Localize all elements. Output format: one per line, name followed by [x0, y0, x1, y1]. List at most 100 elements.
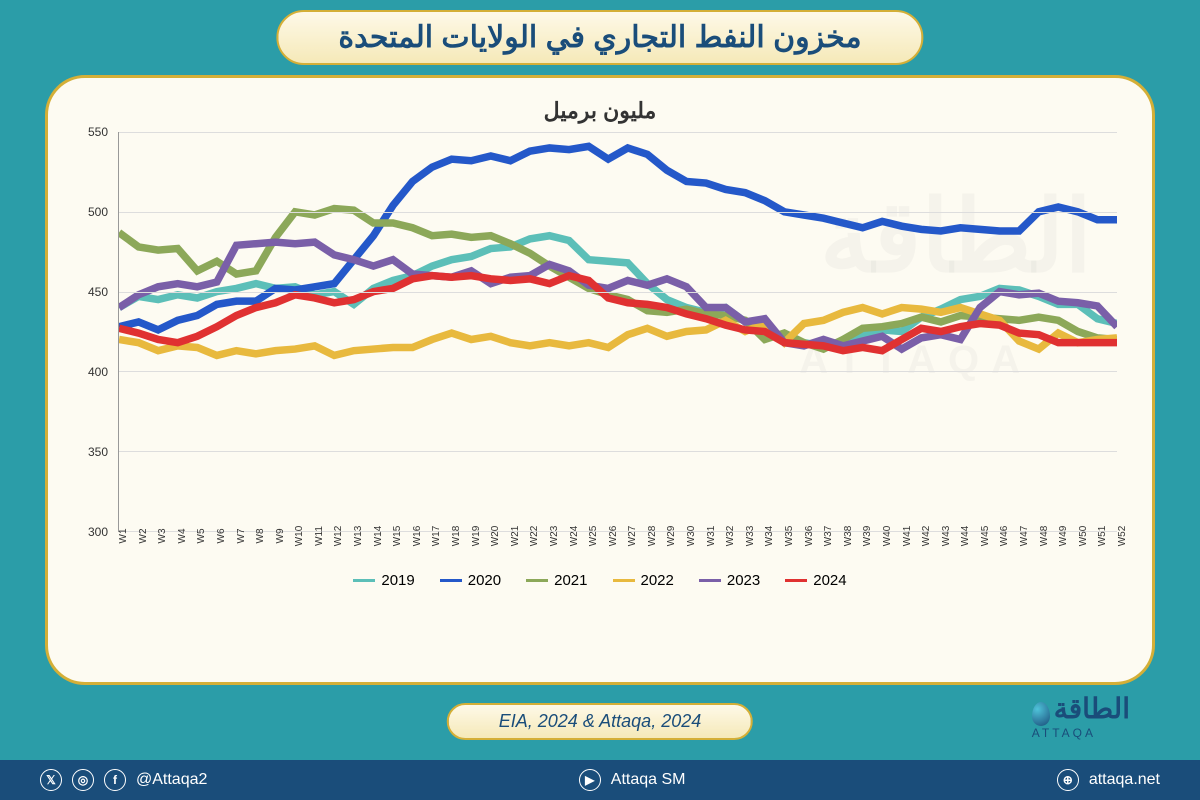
chart-panel: مليون برميل الطاقة ATTAQA 30035040045050… [45, 75, 1155, 685]
x-tick-label: W7 [236, 529, 247, 544]
legend-label: 2024 [813, 572, 846, 589]
x-tick-label: W32 [725, 526, 736, 547]
y-tick-label: 400 [88, 365, 108, 379]
x-tick-label: W42 [921, 526, 932, 547]
chart-subtitle: مليون برميل [78, 98, 1122, 124]
legend-swatch [613, 579, 635, 582]
x-tick-label: W29 [666, 526, 677, 547]
x-tick-label: W16 [412, 526, 423, 547]
x-tick-label: W4 [177, 529, 188, 544]
x-tick-label: W31 [706, 526, 717, 547]
legend-swatch [699, 579, 721, 582]
globe-icon: ⊕ [1057, 769, 1079, 791]
x-tick-label: W25 [588, 526, 599, 547]
gridline [119, 212, 1117, 213]
x-tick-label: W41 [902, 526, 913, 547]
footer-center: ▶ Attaqa SM [579, 769, 686, 791]
x-tick-label: W19 [471, 526, 482, 547]
x-tick-label: W49 [1058, 526, 1069, 547]
youtube-handle: Attaqa SM [611, 771, 686, 789]
facebook-icon: f [104, 769, 126, 791]
x-tick-label: W20 [490, 526, 501, 547]
x-tick-label: W17 [431, 526, 442, 547]
legend-swatch [440, 579, 462, 582]
x-tick-label: W44 [960, 526, 971, 547]
y-tick-label: 450 [88, 285, 108, 299]
x-tick-label: W37 [823, 526, 834, 547]
x-tick-label: W26 [608, 526, 619, 547]
x-tick-label: W14 [373, 526, 384, 547]
x-tick-label: W43 [941, 526, 952, 547]
x-tick-label: W12 [333, 526, 344, 547]
logo-english: ATTAQA [1032, 726, 1130, 740]
footer-bar: 𝕏 ◎ f @Attaqa2 ▶ Attaqa SM ⊕ attaqa.net [0, 760, 1200, 800]
x-tick-label: W52 [1117, 526, 1128, 547]
legend-swatch [353, 579, 375, 582]
x-tick-label: W5 [196, 529, 207, 544]
legend-label: 2019 [381, 572, 414, 589]
x-axis: W1W2W3W4W5W6W7W8W9W10W11W12W13W14W15W16W… [118, 532, 1117, 562]
chart-title: مخزون النفط التجاري في الولايات المتحدة [276, 10, 923, 65]
x-tick-label: W36 [804, 526, 815, 547]
gridline [119, 292, 1117, 293]
x-tick-label: W18 [451, 526, 462, 547]
plot-region [118, 132, 1117, 532]
x-tick-label: W1 [118, 529, 129, 544]
legend: 2019 2020 2021 2022 2023 2024 [78, 572, 1122, 589]
x-tick-label: W45 [980, 526, 991, 547]
x-tick-label: W11 [314, 526, 325, 546]
x-tick-label: W40 [882, 526, 893, 547]
gridline [119, 371, 1117, 372]
footer-left: 𝕏 ◎ f @Attaqa2 [40, 769, 207, 791]
x-tick-label: W24 [569, 526, 580, 547]
y-tick-label: 550 [88, 125, 108, 139]
legend-label: 2021 [554, 572, 587, 589]
x-tick-label: W39 [862, 526, 873, 547]
x-tick-label: W21 [510, 526, 521, 547]
x-tick-label: W15 [392, 526, 403, 547]
legend-item-2022: 2022 [613, 572, 674, 589]
y-tick-label: 350 [88, 445, 108, 459]
legend-item-2021: 2021 [526, 572, 587, 589]
x-tick-label: W22 [529, 526, 540, 547]
website-url: attaqa.net [1089, 771, 1160, 789]
chart-area: 300350400450500550 W1W2W3W4W5W6W7W8W9W10… [78, 132, 1122, 562]
x-tick-label: W13 [353, 526, 364, 547]
chart-lines [119, 132, 1117, 531]
legend-item-2020: 2020 [440, 572, 501, 589]
x-tick-label: W28 [647, 526, 658, 547]
drop-icon [1032, 702, 1050, 726]
x-tick-label: W47 [1019, 526, 1030, 547]
youtube-icon: ▶ [579, 769, 601, 791]
logo-arabic: الطاقة [1054, 693, 1130, 724]
x-tick-label: W38 [843, 526, 854, 547]
legend-label: 2020 [468, 572, 501, 589]
x-tick-label: W8 [255, 529, 266, 544]
x-tick-label: W2 [138, 529, 149, 544]
instagram-icon: ◎ [72, 769, 94, 791]
x-icon: 𝕏 [40, 769, 62, 791]
x-tick-label: W3 [157, 529, 168, 544]
legend-item-2019: 2019 [353, 572, 414, 589]
x-tick-label: W51 [1097, 526, 1108, 547]
footer-right: ⊕ attaqa.net [1057, 769, 1160, 791]
legend-swatch [785, 579, 807, 582]
legend-item-2023: 2023 [699, 572, 760, 589]
y-axis: 300350400450500550 [78, 132, 113, 532]
y-tick-label: 500 [88, 205, 108, 219]
source-citation: EIA, 2024 & Attaqa, 2024 [447, 703, 753, 740]
social-handle: @Attaqa2 [136, 771, 207, 789]
legend-label: 2022 [641, 572, 674, 589]
x-tick-label: W10 [294, 526, 305, 547]
x-tick-label: W6 [216, 529, 227, 544]
x-tick-label: W34 [764, 526, 775, 547]
x-tick-label: W33 [745, 526, 756, 547]
gridline [119, 451, 1117, 452]
legend-item-2024: 2024 [785, 572, 846, 589]
x-tick-label: W50 [1078, 526, 1089, 547]
y-tick-label: 300 [88, 525, 108, 539]
gridline [119, 132, 1117, 133]
x-tick-label: W30 [686, 526, 697, 547]
legend-label: 2023 [727, 572, 760, 589]
x-tick-label: W46 [999, 526, 1010, 547]
